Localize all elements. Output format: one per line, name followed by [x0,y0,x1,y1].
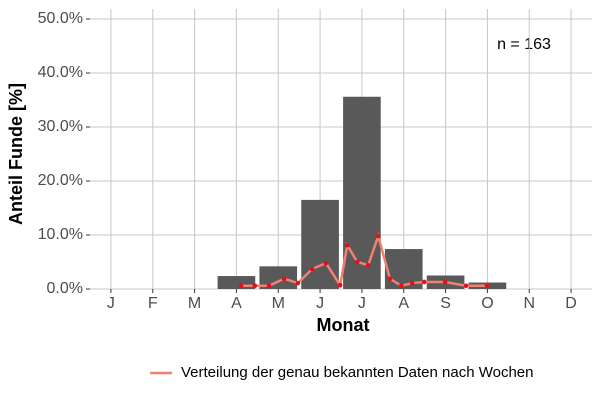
point [375,233,381,239]
annotation: n = 163 [497,36,551,53]
point [252,283,258,289]
legend-label: Verteilung der genau bekannten Daten nac… [181,364,534,381]
x-axis-title: Monat [317,315,370,335]
y-tick-label: 30.0% [38,118,83,135]
bar [217,276,256,289]
y-tick-label: 20.0% [38,172,83,189]
point [238,283,244,289]
point [484,283,490,289]
bar [259,266,298,289]
x-tick-label: O [481,295,493,312]
y-tick-label: 40.0% [38,64,83,81]
x-tick-label: S [440,295,451,312]
x-tick-label: D [565,295,577,312]
point [442,279,448,285]
point [387,276,393,282]
x-tick-label: J [358,295,366,312]
point [337,282,343,288]
point [295,280,301,286]
point [463,283,469,289]
point [398,283,404,289]
y-axis-title: Anteil Funde [%] [6,83,26,225]
x-tick-label: N [523,295,535,312]
x-tick-label: A [398,295,409,312]
x-tick-label: M [188,295,201,312]
y-tick-label: 50.0% [38,10,83,27]
point [365,262,371,268]
point [323,260,329,266]
point [309,266,315,272]
point [421,279,427,285]
x-tick-label: F [148,295,158,312]
x-tick-label: A [231,295,242,312]
bar [343,96,381,289]
x-tick-label: J [316,295,324,312]
x-tick-label: M [272,295,285,312]
point [266,283,272,289]
point [409,280,415,286]
point [344,242,350,248]
y-tick-label: 0.0% [47,280,83,297]
x-tick-label: J [107,295,115,312]
y-tick-label: 10.0% [38,226,83,243]
point [355,259,360,265]
point [281,276,287,282]
